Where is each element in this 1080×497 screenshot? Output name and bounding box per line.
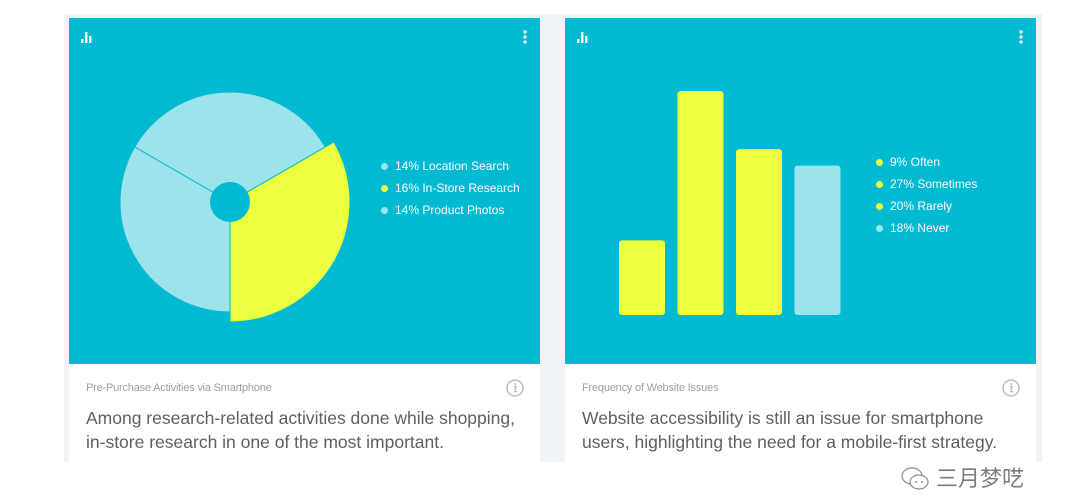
legend-label: 9% Often bbox=[890, 155, 941, 169]
bar-chart-icon bbox=[81, 32, 92, 43]
bar-often bbox=[619, 240, 665, 315]
card-description: Among research-related activities done w… bbox=[86, 408, 515, 452]
card-website-issues: 9% Often 27% Sometimes 20% Rarely 18% Ne… bbox=[565, 18, 1036, 462]
legend-label: 16% In-Store Research bbox=[395, 181, 520, 195]
legend-label: 14% Product Photos bbox=[395, 203, 505, 217]
legend-dot bbox=[876, 159, 883, 166]
card-footer: Frequency of Website Issues Website acce… bbox=[565, 364, 1036, 462]
pie-center-hole bbox=[210, 182, 250, 222]
legend-item: 9% Often bbox=[876, 155, 1026, 169]
card-subtitle: Pre-Purchase Activities via Smartphone bbox=[86, 382, 272, 394]
pie-slice-product-photos bbox=[119, 146, 231, 313]
card-subtitle: Frequency of Website Issues bbox=[582, 382, 719, 394]
legend-label: 18% Never bbox=[890, 221, 950, 235]
pie-slice-in-store-research bbox=[229, 141, 351, 323]
legend-dot bbox=[381, 163, 388, 170]
pie-slice-location-search bbox=[134, 91, 326, 203]
info-circle-icon[interactable] bbox=[506, 379, 524, 397]
card-pre-purchase-activities: 14% Location Search 16% In-Store Researc… bbox=[69, 18, 540, 462]
chat-bubble-icon bbox=[901, 467, 929, 490]
legend-dot bbox=[381, 207, 388, 214]
legend-dot bbox=[381, 185, 388, 192]
legend-item: 16% In-Store Research bbox=[381, 181, 531, 195]
legend-item: 20% Rarely bbox=[876, 199, 1026, 213]
info-circle-icon[interactable] bbox=[1002, 379, 1020, 397]
legend-dot bbox=[876, 203, 883, 210]
legend-item: 18% Never bbox=[876, 221, 1026, 235]
legend-item: 14% Product Photos bbox=[381, 203, 531, 217]
more-vertical-icon[interactable] bbox=[1018, 29, 1024, 45]
bar-never bbox=[794, 165, 841, 315]
legend-label: 20% Rarely bbox=[890, 199, 953, 213]
chart-legend: 14% Location Search 16% In-Store Researc… bbox=[381, 159, 531, 225]
pie-chart bbox=[119, 91, 351, 323]
card-footer: Pre-Purchase Activities via Smartphone A… bbox=[69, 364, 540, 462]
watermark: 三月梦呓 bbox=[900, 463, 1024, 495]
card-description: Website accessibility is still an issue … bbox=[582, 408, 998, 452]
bar-sometimes bbox=[677, 91, 724, 315]
legend-item: 14% Location Search bbox=[381, 159, 531, 173]
chart-legend: 9% Often 27% Sometimes 20% Rarely 18% Ne… bbox=[876, 155, 1026, 243]
legend-label: 27% Sometimes bbox=[890, 177, 978, 191]
legend-dot bbox=[876, 225, 883, 232]
bar-rarely bbox=[736, 149, 782, 315]
watermark-text: 三月梦呓 bbox=[936, 466, 1025, 491]
legend-item: 27% Sometimes bbox=[876, 177, 1026, 191]
chart-area: 9% Often 27% Sometimes 20% Rarely 18% Ne… bbox=[565, 18, 1036, 364]
more-vertical-icon[interactable] bbox=[522, 29, 528, 45]
chart-area: 14% Location Search 16% In-Store Researc… bbox=[69, 18, 540, 364]
legend-label: 14% Location Search bbox=[395, 159, 510, 173]
bar-chart bbox=[619, 91, 841, 315]
legend-dot bbox=[876, 181, 883, 188]
bar-chart-icon bbox=[577, 32, 588, 43]
